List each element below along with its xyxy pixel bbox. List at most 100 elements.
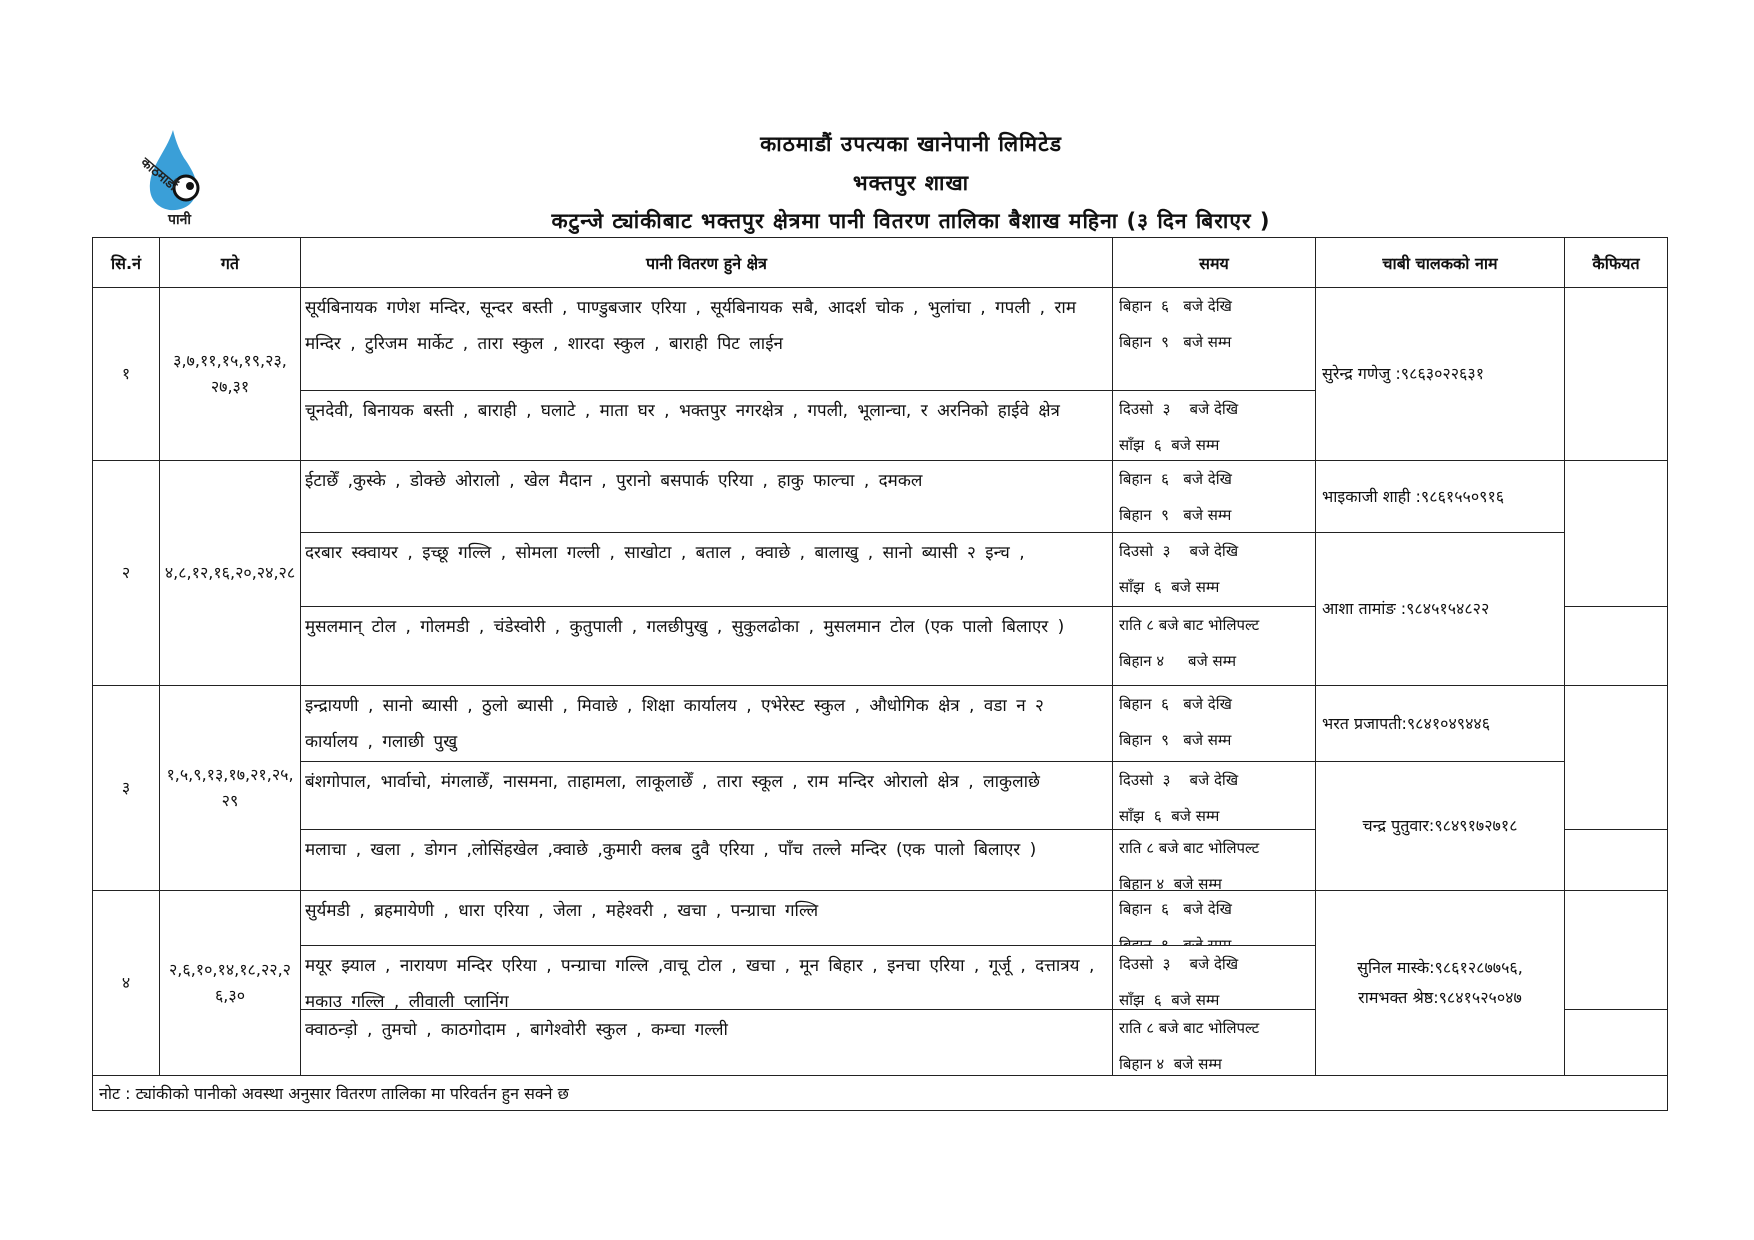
time-line: साँझ ६ बजे सम्म	[1119, 578, 1220, 596]
header-date-text: गते	[220, 253, 240, 273]
area-list-text: मुसलमान् टोल , गोलमडी , चंडेस्वोरी , कुत…	[305, 617, 1065, 637]
time-line: बिहान ९ बजे सम्म	[1119, 731, 1232, 749]
header-remarks: कैफियत	[1564, 237, 1668, 288]
dates-text: २,६,१०,१४,१८,२२,२ ६,३०	[168, 960, 292, 1005]
area-list-text: सुर्यमडी , ब्रहमायेणी , धारा एरिया , जेल…	[305, 901, 819, 921]
serial-number: ४	[92, 890, 160, 1076]
time-line: राति ८ बजे बाट भोलिपल्ट	[1119, 616, 1260, 634]
area-list-text: सूर्यबिनायक गणेश मन्दिर, सून्दर बस्ती , …	[305, 298, 1076, 354]
dates: ३,७,११,१५,१९,२३, २७,३१	[159, 287, 301, 461]
operator-name: आशा तामांङ :९८४५१५४८२२	[1315, 532, 1565, 686]
area-list: सूर्यबिनायक गणेश मन्दिर, सून्दर बस्ती , …	[300, 287, 1113, 391]
area-list-text: मयूर झ्याल , नारायण मन्दिर एरिया , पन्ग्…	[305, 956, 1095, 1010]
footer-note: नोट : ट्यांकीको पानीको अवस्था अनुसार वित…	[92, 1075, 1668, 1111]
area-list-text: मलाचा , खला , डोगन ,लोसिंहखेल ,क्वाछे ,क…	[305, 840, 1037, 860]
operator-name: भाइकाजी शाही :९८६१५५०९१६	[1315, 460, 1565, 533]
area-list: दरबार स्क्वायर , इच्छू गल्लि , सोमला गल्…	[300, 532, 1113, 607]
header-time: समय	[1112, 237, 1316, 288]
time-slot: राति ८ बजे बाट भोलिपल्ट बिहान ४ बजे सम्म	[1112, 1009, 1316, 1076]
time-line: दिउसो ३ बजे देखि	[1119, 542, 1239, 560]
time-line: राति ८ बजे बाट भोलिपल्ट	[1119, 839, 1260, 857]
time-slot: राति ८ बजे बाट भोलिपल्ट बिहान ४ बजे सम्म	[1112, 606, 1316, 686]
serial-number-text: १	[121, 364, 131, 383]
serial-number-text: ४	[121, 973, 131, 992]
area-list: ईटाछेँ ,कुस्के , डोक्छे ओरालो , खेल मैदा…	[300, 460, 1113, 533]
dates-text: ३,७,११,१५,१९,२३, २७,३१	[173, 351, 287, 396]
time-line: राति ८ बजे बाट भोलिपल्ट	[1119, 1019, 1260, 1037]
header-sn-text: सि.नं	[111, 253, 141, 273]
operator-name-text: चन्द्र पुतुवार:९८४९१७२७१८	[1362, 816, 1518, 835]
operator-name-text: आशा तामांङ :९८४५१५४८२२	[1322, 599, 1490, 618]
time-line: दिउसो ३ बजे देखि	[1119, 955, 1239, 973]
remarks-cell	[1564, 287, 1668, 461]
header-operator: चाबी चालकको नाम	[1315, 237, 1565, 288]
area-list: इन्द्रायणी , सानो ब्यासी , ठुलो ब्यासी ,…	[300, 685, 1113, 762]
time-line: साँझ ६ बजे सम्म	[1119, 991, 1220, 1009]
dates-text: १,५,९,१३,१७,२१,२५, २९	[166, 765, 294, 810]
operator-name: सुनिल मास्के:९८६१२८७७५६, रामभक्त श्रेष्ठ…	[1315, 890, 1565, 1076]
remarks-cell	[1564, 829, 1668, 891]
serial-number: १	[92, 287, 160, 461]
dates-text: ४,८,१२,१६,२०,२४,२८	[164, 563, 296, 582]
operator-name: भरत प्रजापती:९८४१०४९४४६	[1315, 685, 1565, 762]
time-line: बिहान ४ बजे सम्म	[1119, 652, 1237, 670]
remarks-cell	[1564, 890, 1668, 1010]
org-title: काठमाडौं उपत्यका खानेपानी लिमिटेड	[760, 132, 1062, 156]
svg-text:पानी: पानी	[167, 211, 192, 228]
time-line: बिहान ४ बजे सम्म	[1119, 875, 1222, 891]
time-slot: राति ८ बजे बाट भोलिपल्ट बिहान ४ बजे सम्म	[1112, 829, 1316, 891]
serial-number: २	[92, 460, 160, 686]
remarks-cell	[1564, 685, 1668, 830]
remarks-cell	[1564, 460, 1668, 607]
remarks-cell	[1564, 1009, 1668, 1076]
area-list-text: इन्द्रायणी , सानो ब्यासी , ठुलो ब्यासी ,…	[305, 696, 1044, 752]
area-list: क्वाठन्ड़ो , तुमचो , काठगोदाम , बागेश्वो…	[300, 1009, 1113, 1076]
area-list: बंशगोपाल, भार्वाचो, मंगलाछेँ, नासमना, ता…	[300, 761, 1113, 830]
area-list: चूनदेवी, बिनायक बस्ती , बाराही , घलाटे ,…	[300, 390, 1113, 461]
area-list: मलाचा , खला , डोगन ,लोसिंहखेल ,क्वाछे ,क…	[300, 829, 1113, 891]
area-list-text: दरबार स्क्वायर , इच्छू गल्लि , सोमला गल्…	[305, 543, 1025, 563]
time-line: दिउसो ३ बजे देखि	[1119, 771, 1239, 789]
time-line: साँझ ६ बजे सम्म	[1119, 807, 1220, 825]
operator-name-text: सुरेन्द्र गणेजु :९८६३०२२६३१	[1322, 364, 1485, 383]
area-list-text: बंशगोपाल, भार्वाचो, मंगलाछेँ, नासमना, ता…	[305, 772, 1040, 792]
time-line: बिहान ६ बजे देखि	[1119, 695, 1232, 713]
operator-name: चन्द्र पुतुवार:९८४९१७२७१८	[1315, 761, 1565, 891]
header-sn: सि.नं	[92, 237, 160, 288]
header-area-text: पानी वितरण हुने क्षेत्र	[646, 253, 767, 273]
footer-note-text: नोट : ट्यांकीको पानीको अवस्था अनुसार वित…	[99, 1084, 569, 1103]
header-time-text: समय	[1199, 253, 1229, 273]
header-date: गते	[159, 237, 301, 288]
time-slot: दिउसो ३ बजे देखि साँझ ६ बजे सम्म	[1112, 532, 1316, 607]
time-slot: बिहान ६ बजे देखि बिहान ९ बजे सम्म	[1112, 460, 1316, 533]
time-line: बिहान ४ बजे सम्म	[1119, 1055, 1222, 1073]
area-list-text: चूनदेवी, बिनायक बस्ती , बाराही , घलाटे ,…	[305, 401, 1060, 421]
serial-number-text: २	[121, 563, 131, 582]
area-list-text: क्वाठन्ड़ो , तुमचो , काठगोदाम , बागेश्वो…	[305, 1020, 728, 1040]
area-list-text: ईटाछेँ ,कुस्के , डोक्छे ओरालो , खेल मैदा…	[305, 471, 923, 491]
operator-name-text: सुनिल मास्के:९८६१२८७७५६, रामभक्त श्रेष्ठ…	[1357, 958, 1523, 1007]
time-slot: बिहान ६ बजे देखि बिहान ९ बजे सम्म	[1112, 890, 1316, 946]
header-area: पानी वितरण हुने क्षेत्र	[300, 237, 1113, 288]
time-slot: दिउसो ३ बजे देखि साँझ ६ बजे सम्म	[1112, 390, 1316, 461]
operator-name-text: भरत प्रजापती:९८४१०४९४४६	[1322, 713, 1491, 733]
time-line: साँझ ६ बजे सम्म	[1119, 436, 1220, 454]
branch-title: भक्तपुर शाखा	[852, 171, 970, 195]
time-line: बिहान ६ बजे देखि	[1119, 297, 1232, 315]
time-line: बिहान ९ बजे सम्म	[1119, 936, 1232, 946]
dates: २,६,१०,१४,१८,२२,२ ६,३०	[159, 890, 301, 1076]
time-slot: बिहान ६ बजे देखि बिहान ९ बजे सम्म	[1112, 685, 1316, 762]
time-slot: दिउसो ३ बजे देखि साँझ ६ बजे सम्म	[1112, 945, 1316, 1010]
kukl-logo: काठमाडौं पानी	[137, 130, 200, 228]
area-list: सुर्यमडी , ब्रहमायेणी , धारा एरिया , जेल…	[300, 890, 1113, 946]
serial-number-text: ३	[121, 778, 131, 797]
time-slot: बिहान ६ बजे देखि बिहान ९ बजे सम्म	[1112, 287, 1316, 391]
time-slot: दिउसो ३ बजे देखि साँझ ६ बजे सम्म	[1112, 761, 1316, 830]
schedule-title: कटुन्जे ट्यांकीबाट भक्तपुर क्षेत्रमा पान…	[551, 209, 1271, 233]
header-remarks-text: कैफियत	[1592, 253, 1640, 273]
time-line: दिउसो ३ बजे देखि	[1119, 400, 1239, 418]
operator-name-text: भाइकाजी शाही :९८६१५५०९१६	[1322, 486, 1505, 506]
remarks-cell	[1564, 606, 1668, 686]
time-line: बिहान ९ बजे सम्म	[1119, 506, 1232, 524]
dates: ४,८,१२,१६,२०,२४,२८	[159, 460, 301, 686]
